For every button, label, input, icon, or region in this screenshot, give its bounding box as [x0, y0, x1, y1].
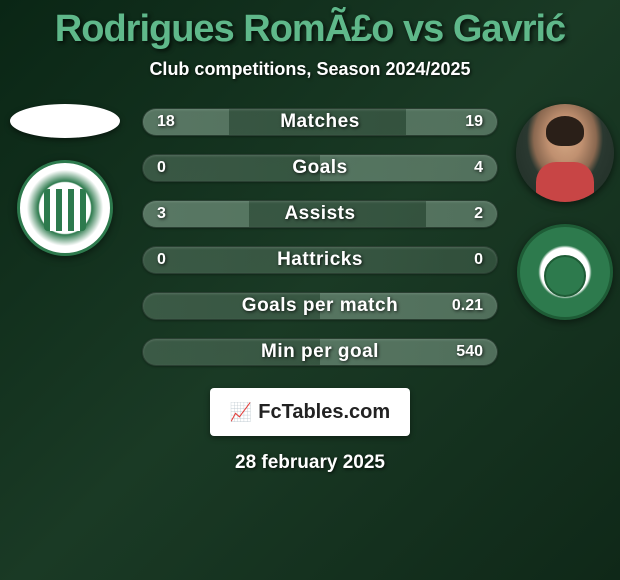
player-right-photo	[516, 104, 614, 202]
stat-value-right: 19	[465, 113, 483, 131]
stat-value-right: 0.21	[452, 297, 483, 315]
stat-row: Goals per match0.21	[142, 292, 498, 320]
stat-value-right: 0	[474, 251, 483, 269]
stat-label: Hattricks	[143, 249, 497, 271]
left-column	[0, 104, 130, 256]
brand-chart-icon: 📈	[230, 402, 252, 423]
right-column	[510, 104, 620, 320]
footer-date: 28 february 2025	[235, 452, 385, 474]
player-left-flag	[10, 104, 120, 138]
stat-label: Matches	[143, 111, 497, 133]
stat-value-right: 4	[474, 159, 483, 177]
comparison-card: Rodrigues RomÃ£o vs Gavrić Club competit…	[0, 0, 620, 580]
stats-column: 18Matches190Goals43Assists20Hattricks0Go…	[142, 104, 498, 366]
stat-label: Goals per match	[143, 295, 497, 317]
club-badge-left	[17, 160, 113, 256]
brand-badge[interactable]: 📈 FcTables.com	[210, 388, 410, 436]
brand-text: FcTables.com	[258, 401, 390, 424]
page-subtitle: Club competitions, Season 2024/2025	[149, 59, 470, 80]
stat-value-right: 540	[456, 343, 483, 361]
stat-label: Goals	[143, 157, 497, 179]
stat-row: 3Assists2	[142, 200, 498, 228]
stat-row: 18Matches19	[142, 108, 498, 136]
club-badge-right	[517, 224, 613, 320]
stat-label: Min per goal	[143, 341, 497, 363]
stat-row: 0Hattricks0	[142, 246, 498, 274]
stat-row: 0Goals4	[142, 154, 498, 182]
stat-label: Assists	[143, 203, 497, 225]
stat-row: Min per goal540	[142, 338, 498, 366]
main-row: 18Matches190Goals43Assists20Hattricks0Go…	[0, 104, 620, 366]
page-title: Rodrigues RomÃ£o vs Gavrić	[55, 8, 565, 51]
stat-value-right: 2	[474, 205, 483, 223]
